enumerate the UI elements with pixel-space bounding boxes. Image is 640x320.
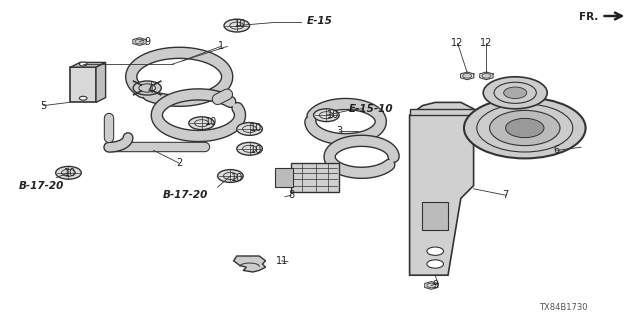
Circle shape — [482, 74, 491, 78]
Polygon shape — [493, 94, 531, 112]
Polygon shape — [70, 62, 106, 67]
Text: 2: 2 — [176, 158, 182, 168]
Text: 4: 4 — [147, 84, 154, 95]
Circle shape — [79, 62, 87, 66]
Text: 10: 10 — [250, 123, 262, 133]
Polygon shape — [410, 102, 474, 275]
Circle shape — [506, 118, 544, 138]
Text: 10: 10 — [230, 172, 243, 183]
Text: 10: 10 — [234, 19, 246, 29]
Text: 3: 3 — [336, 126, 342, 136]
Circle shape — [224, 19, 250, 32]
Circle shape — [135, 39, 144, 44]
Circle shape — [133, 81, 161, 95]
Polygon shape — [70, 67, 96, 102]
Circle shape — [218, 170, 243, 182]
Polygon shape — [410, 109, 512, 115]
Text: 6: 6 — [554, 145, 560, 156]
Polygon shape — [275, 168, 293, 187]
Circle shape — [79, 96, 87, 100]
Circle shape — [189, 117, 214, 130]
Text: 11: 11 — [275, 256, 288, 266]
Text: E-15-10: E-15-10 — [349, 104, 394, 114]
Text: 1: 1 — [218, 41, 224, 52]
Text: 7: 7 — [502, 190, 509, 200]
Circle shape — [237, 142, 262, 155]
Circle shape — [504, 87, 527, 99]
Text: 12: 12 — [480, 38, 493, 48]
Circle shape — [464, 98, 586, 158]
Circle shape — [427, 247, 444, 255]
Text: 9: 9 — [144, 36, 150, 47]
Text: 10: 10 — [326, 110, 339, 120]
Text: 10: 10 — [250, 145, 262, 156]
Text: TX84B1730: TX84B1730 — [539, 303, 588, 312]
Text: 10: 10 — [205, 116, 218, 127]
Text: B-17-20: B-17-20 — [19, 180, 64, 191]
Polygon shape — [96, 62, 106, 102]
Circle shape — [56, 166, 81, 179]
Text: 8: 8 — [288, 190, 294, 200]
Circle shape — [427, 283, 436, 288]
Circle shape — [427, 260, 444, 268]
Polygon shape — [234, 256, 266, 272]
Text: B-17-20: B-17-20 — [163, 190, 208, 200]
Text: 9: 9 — [432, 280, 438, 290]
Circle shape — [463, 74, 472, 78]
Circle shape — [483, 77, 547, 109]
Text: E-15: E-15 — [307, 16, 333, 26]
Polygon shape — [422, 202, 448, 230]
Circle shape — [237, 123, 262, 135]
Text: 10: 10 — [64, 168, 77, 178]
Polygon shape — [291, 163, 339, 192]
Circle shape — [490, 110, 560, 146]
Text: FR.: FR. — [579, 12, 598, 22]
Text: 5: 5 — [40, 100, 47, 111]
Text: 12: 12 — [451, 38, 464, 48]
Circle shape — [314, 109, 339, 122]
